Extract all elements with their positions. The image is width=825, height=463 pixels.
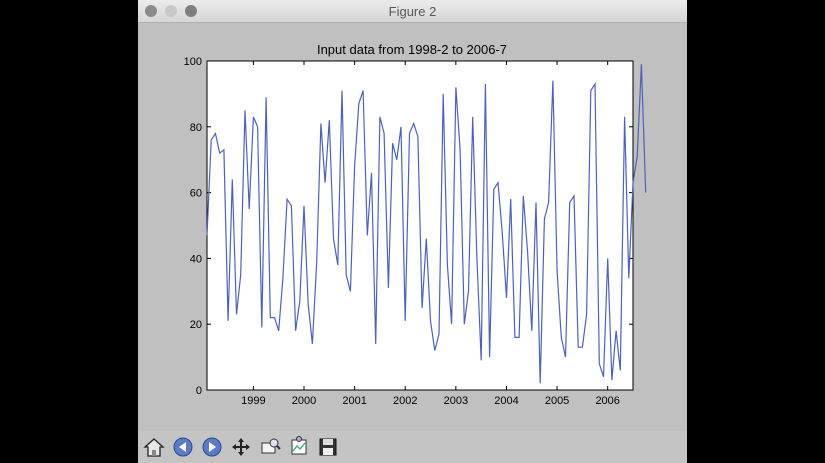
minimize-window-button[interactable] (165, 5, 177, 17)
figure-window: Figure 2 Input data from 1998-2 to 2006-… (138, 0, 687, 463)
maximize-window-button[interactable] (185, 5, 197, 17)
y-tick-label: 40 (190, 253, 202, 265)
letterbox-left (0, 0, 138, 463)
x-tick-label: 2000 (292, 395, 316, 407)
x-tick-label: 2005 (545, 395, 569, 407)
home-icon (143, 438, 165, 457)
x-axis: 1999 2000 2001 2002 2003 2004 2005 2006 (241, 61, 620, 407)
x-tick-label: 2006 (595, 395, 619, 407)
x-tick-label: 2001 (342, 395, 366, 407)
save-icon (319, 438, 337, 456)
chart-svg: Input data from 1998-2 to 2006-7 0 20 40 60… (184, 42, 647, 407)
x-tick-label: 2003 (444, 395, 468, 407)
pan-icon (232, 438, 250, 456)
y-tick-label: 0 (196, 385, 202, 397)
y-tick-label: 80 (190, 122, 202, 134)
plot-area: Input data from 1998-2 to 2006-7 0 20 40 60… (138, 23, 687, 430)
y-tick-label: 60 (190, 188, 202, 200)
home-button[interactable] (142, 435, 166, 459)
subplots-configure-icon (291, 436, 307, 455)
zoom-rect-icon (261, 438, 281, 454)
x-tick-label: 2004 (494, 395, 518, 407)
pan-button[interactable] (229, 435, 253, 459)
chart-title: Input data from 1998-2 to 2006-7 (317, 42, 507, 57)
letterbox-right (687, 0, 825, 463)
zoom-button[interactable] (258, 435, 282, 459)
forward-arrow-icon (202, 437, 222, 457)
forward-button[interactable] (200, 435, 224, 459)
y-axis: 0 20 40 60 80 100 (184, 56, 633, 397)
window-titlebar[interactable]: Figure 2 (138, 0, 687, 23)
close-window-button[interactable] (145, 5, 157, 17)
back-arrow-icon (173, 437, 193, 457)
x-tick-label: 2002 (393, 395, 417, 407)
y-tick-label: 20 (190, 319, 202, 331)
x-tick-label: 1999 (241, 395, 265, 407)
save-button[interactable] (316, 435, 340, 459)
configure-subplots-button[interactable] (287, 435, 311, 459)
y-tick-label: 100 (184, 56, 202, 68)
navigation-toolbar (138, 431, 687, 463)
series-line (206, 64, 647, 384)
window-title: Figure 2 (388, 4, 437, 19)
back-button[interactable] (171, 435, 195, 459)
